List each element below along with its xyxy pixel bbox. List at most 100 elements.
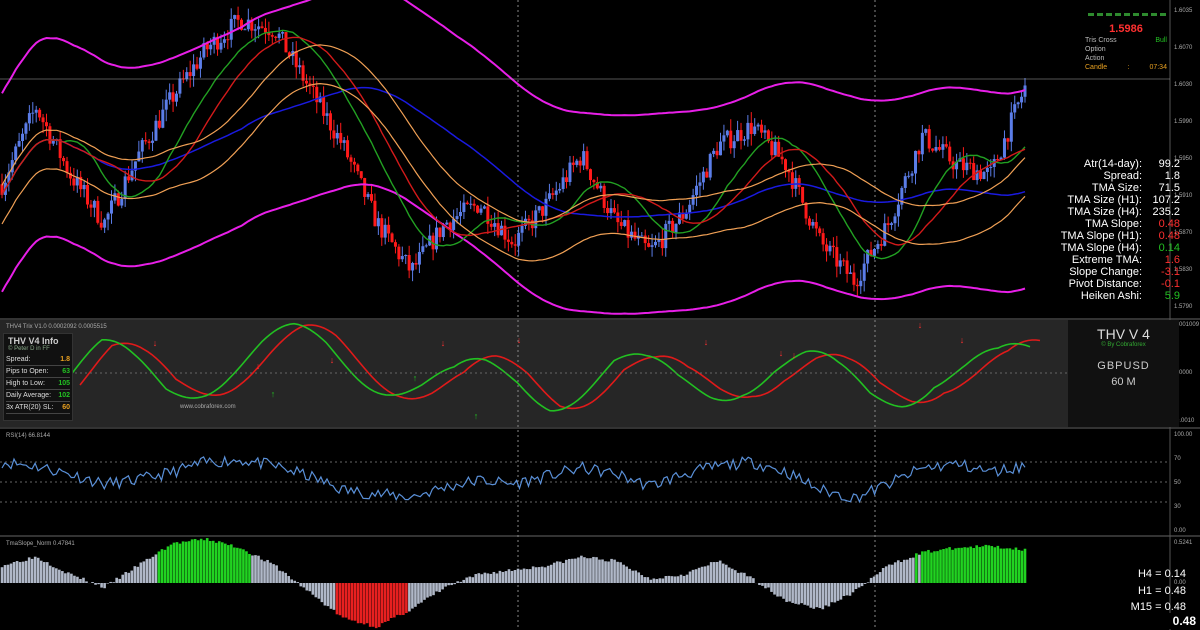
slope-bar (58, 569, 61, 583)
candle-body (770, 141, 774, 156)
slope-bar (21, 561, 25, 583)
slope-bar (3, 565, 7, 583)
candle-body (660, 239, 664, 249)
info-panel: 1.5986 Tris Cross Bull Option Action Candle:… (1085, 10, 1167, 76)
stat-row: TMA Size (H1): 107.2 (1020, 194, 1180, 206)
candle-body (493, 223, 497, 227)
slope-bar (133, 566, 137, 583)
candle-body (202, 43, 206, 58)
slope-bar (715, 561, 719, 583)
candle-body (322, 96, 326, 116)
slope-bar (972, 548, 975, 583)
slope-bar (866, 582, 870, 583)
candle-body (718, 141, 722, 156)
info-row: Action (1085, 54, 1167, 63)
thv-sell-arrow: ↓ (779, 348, 784, 358)
stat-value: 5.9 (1164, 290, 1180, 302)
slope-bar (673, 576, 677, 583)
slope-bar (263, 561, 266, 583)
candle-body (955, 161, 959, 170)
slope-bar (447, 583, 450, 586)
slope-bar (411, 583, 414, 609)
slope-bar (779, 583, 782, 597)
candle-body (390, 233, 394, 243)
candle-body (157, 120, 161, 128)
candle-body (835, 247, 839, 267)
candle-body (650, 245, 654, 247)
slope-bar (356, 583, 360, 624)
slope-bar (296, 582, 300, 583)
slope-bar (217, 541, 221, 583)
slope-bar (688, 571, 692, 583)
slope-bar (471, 577, 475, 583)
slope-bar (106, 583, 109, 584)
candle-body (513, 244, 517, 246)
slope-bar (655, 579, 659, 583)
slope-bar (676, 576, 680, 583)
stat-label: TMA Size (H4): (1067, 206, 1142, 218)
candle-body (383, 224, 387, 238)
slope-bar (227, 545, 230, 583)
slope-bar (821, 583, 825, 610)
info-row: Tris Cross Bull (1085, 36, 1167, 45)
info-cell: Action (1085, 55, 1105, 62)
slope-bar (230, 544, 233, 583)
candle-body (239, 19, 243, 30)
stat-label: Slope Change: (1069, 266, 1142, 278)
candle-body (729, 130, 733, 149)
stat-row: TMA Size: 71.5 (1020, 182, 1180, 194)
slope-bar (945, 548, 948, 583)
stat-row: Extreme TMA: 1.6 (1020, 254, 1180, 266)
candle-body (89, 204, 93, 208)
candle-body (260, 26, 264, 28)
candle-body (209, 44, 213, 50)
candle-body (914, 150, 918, 174)
slope-bar (344, 583, 348, 618)
slope-bar (118, 578, 121, 583)
slope-bar (513, 570, 517, 583)
candle-body (838, 260, 842, 267)
slope-bar (389, 583, 393, 618)
candle-body (804, 202, 808, 219)
slope-bar (1008, 548, 1012, 583)
candle-body (130, 170, 134, 181)
slope-bar (94, 583, 97, 585)
candle-body (82, 184, 86, 190)
candle-body (188, 72, 192, 77)
candle-body (243, 29, 247, 31)
candle-body (349, 157, 353, 162)
stat-value: 71.5 (1158, 182, 1180, 194)
candle-body (171, 92, 175, 102)
candle-body (452, 218, 456, 230)
slope-bar (498, 570, 502, 583)
slope-bar (317, 583, 321, 599)
slope-bar (887, 564, 891, 583)
candle-body (397, 246, 401, 260)
slope-bar (468, 576, 472, 583)
candle-body (849, 272, 853, 274)
slope-bar (127, 572, 131, 583)
candle-body (705, 171, 709, 178)
candle-body (205, 43, 209, 50)
candle-body (975, 170, 979, 181)
candle-body (496, 223, 500, 236)
candle-body (250, 19, 254, 31)
slope-bar (190, 539, 194, 583)
slope-bar (987, 545, 991, 583)
slope-bar (441, 583, 444, 590)
slope-bar (619, 562, 622, 583)
candle-body (784, 159, 788, 171)
candle-body (192, 64, 196, 77)
candle-body (370, 194, 374, 201)
candle-body (281, 32, 285, 34)
main-axis-label: 1.5830 (1174, 267, 1193, 273)
slope-bar (912, 557, 915, 583)
candle-body (1002, 138, 1006, 158)
thv-info-label: Spread: (6, 356, 31, 363)
slope-bar (480, 574, 484, 583)
stat-value: 235.2 (1152, 206, 1180, 218)
slope-bar (0, 567, 4, 583)
slope-bar (625, 566, 628, 583)
candle-body (773, 141, 777, 156)
